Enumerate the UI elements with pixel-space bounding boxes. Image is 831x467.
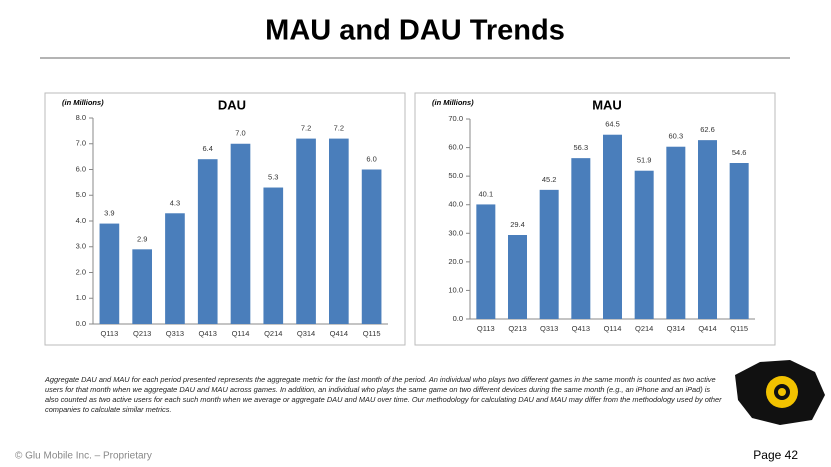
x-tick-label: Q115 — [730, 324, 748, 333]
value-label: 6.0 — [366, 154, 376, 163]
y-tick-label: 70.0 — [448, 114, 463, 123]
bar — [230, 143, 251, 324]
chart-subtitle: (in Millions) — [432, 98, 474, 107]
value-label: 51.9 — [637, 156, 652, 165]
y-tick-label: 8.0 — [76, 113, 86, 122]
y-tick-label: 60.0 — [448, 143, 463, 152]
x-tick-label: Q214 — [264, 329, 282, 338]
y-tick-label: 0.0 — [76, 319, 86, 328]
bar — [698, 140, 717, 319]
bar — [132, 249, 152, 324]
x-tick-label: Q414 — [330, 329, 348, 338]
chart-title: DAU — [218, 97, 246, 112]
bar — [165, 213, 185, 324]
y-tick-label: 10.0 — [448, 285, 463, 294]
y-tick-label: 20.0 — [448, 257, 463, 266]
x-tick-label: Q115 — [363, 329, 381, 338]
value-label: 40.1 — [479, 189, 494, 198]
y-tick-label: 7.0 — [76, 139, 86, 148]
x-tick-label: Q313 — [166, 329, 184, 338]
value-label: 6.4 — [203, 144, 213, 153]
bar — [729, 163, 749, 319]
x-tick-label: Q413 — [572, 324, 590, 333]
value-label: 3.9 — [104, 209, 114, 218]
x-tick-label: Q313 — [540, 324, 558, 333]
value-label: 29.4 — [510, 220, 525, 229]
value-label: 62.6 — [700, 125, 715, 134]
x-tick-label: Q314 — [297, 329, 315, 338]
footer: © Glu Mobile Inc. – Proprietary — [15, 451, 152, 462]
bar — [99, 223, 120, 324]
bar — [329, 138, 349, 324]
bar — [539, 189, 559, 319]
x-tick-label: Q213 — [508, 324, 526, 333]
bar — [508, 235, 527, 319]
chart-title: MAU — [592, 97, 622, 112]
x-tick-label: Q113 — [477, 324, 495, 333]
value-label: 54.6 — [732, 148, 747, 157]
y-tick-label: 5.0 — [76, 190, 86, 199]
x-tick-label: Q113 — [100, 329, 118, 338]
chart-frame — [414, 92, 776, 346]
value-label: 60.3 — [669, 132, 684, 141]
x-tick-label: Q414 — [698, 324, 716, 333]
y-tick-label: 40.0 — [448, 200, 463, 209]
value-label: 5.3 — [268, 173, 278, 182]
value-label: 7.2 — [334, 124, 344, 133]
bar — [197, 159, 218, 324]
chart-subtitle: (in Millions) — [62, 98, 104, 107]
y-tick-label: 30.0 — [448, 228, 463, 237]
value-label: 7.2 — [301, 124, 311, 133]
value-label: 4.3 — [170, 198, 180, 207]
bar — [263, 187, 284, 324]
bar — [634, 170, 654, 319]
x-tick-label: Q314 — [667, 324, 685, 333]
logo — [735, 360, 825, 425]
bar — [571, 158, 591, 319]
y-tick-label: 6.0 — [76, 164, 86, 173]
bar — [603, 134, 622, 319]
y-tick-label: 2.0 — [76, 267, 86, 276]
bar — [361, 169, 382, 324]
page-number: Page 42 — [753, 448, 798, 462]
y-tick-label: 0.0 — [453, 314, 463, 323]
x-tick-label: Q214 — [635, 324, 653, 333]
bar — [666, 146, 686, 319]
value-label: 64.5 — [605, 120, 620, 129]
y-tick-label: 3.0 — [76, 242, 86, 251]
value-label: 7.0 — [235, 129, 245, 138]
bar — [296, 138, 316, 324]
value-label: 56.3 — [574, 143, 589, 152]
x-tick-label: Q114 — [604, 324, 622, 333]
chart-frame — [44, 92, 406, 346]
x-tick-label: Q413 — [199, 329, 217, 338]
value-label: 45.2 — [542, 175, 557, 184]
x-tick-label: Q114 — [232, 329, 250, 338]
footnote: Aggregate DAU and MAU for each period pr… — [45, 375, 722, 414]
slide-title: MAU and DAU Trends — [265, 15, 565, 47]
value-label: 2.9 — [137, 234, 147, 243]
bar — [476, 204, 496, 319]
y-tick-label: 1.0 — [76, 293, 86, 302]
x-tick-label: Q213 — [133, 329, 151, 338]
y-tick-label: 50.0 — [448, 171, 463, 180]
y-tick-label: 4.0 — [76, 216, 86, 225]
